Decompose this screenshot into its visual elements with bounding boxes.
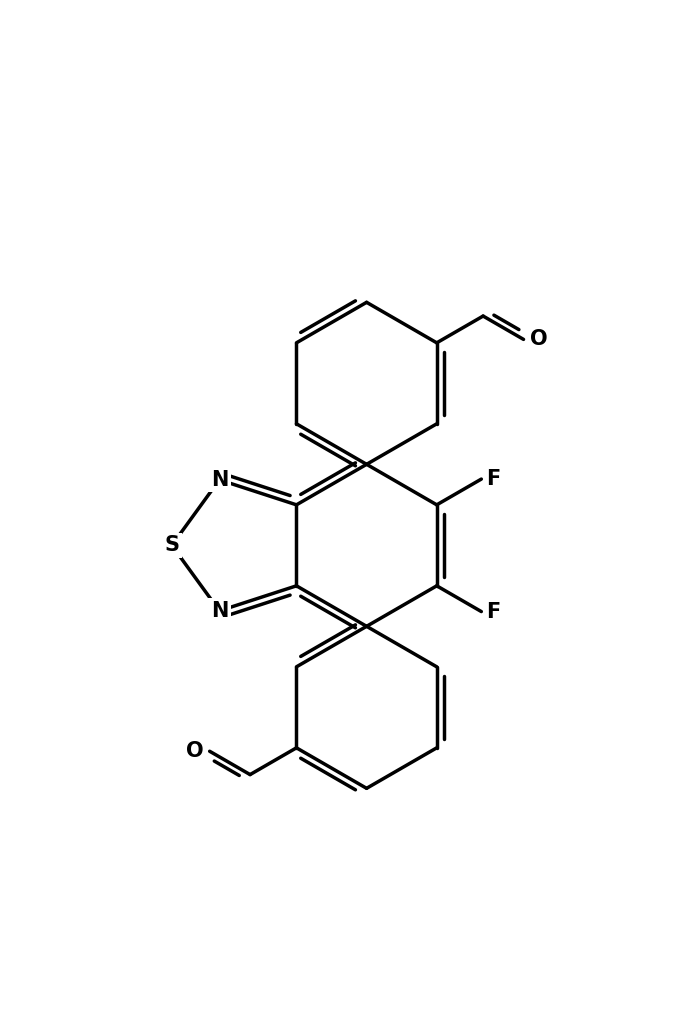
Text: O: O xyxy=(185,741,203,761)
Text: N: N xyxy=(211,601,228,620)
Text: S: S xyxy=(164,536,179,555)
Text: N: N xyxy=(211,470,228,490)
Text: O: O xyxy=(530,329,547,350)
Text: F: F xyxy=(486,469,501,490)
Text: F: F xyxy=(486,602,501,621)
